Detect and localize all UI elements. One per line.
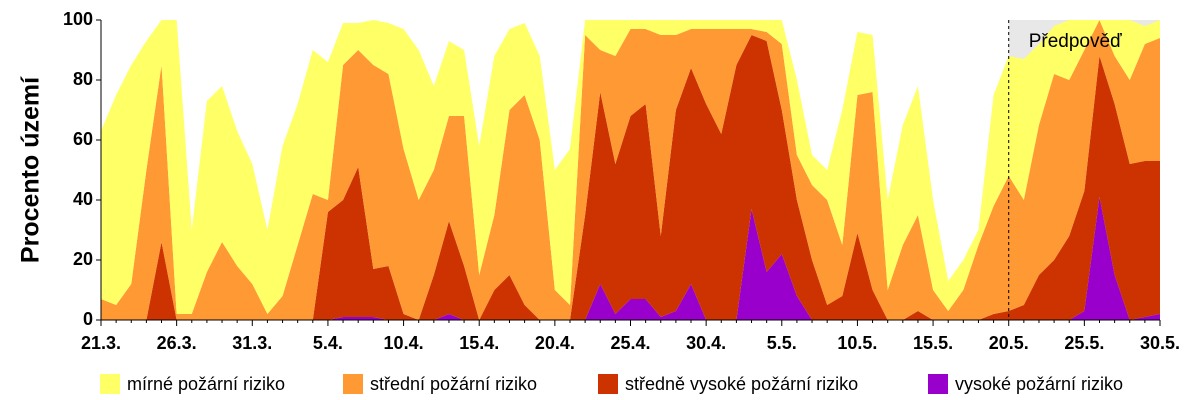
legend-label: střední požární riziko — [370, 374, 537, 394]
x-tick-label: 25.4. — [610, 333, 650, 353]
x-tick-label: 31.3. — [232, 333, 272, 353]
y-tick-label: 40 — [73, 189, 93, 209]
legend-swatch — [100, 374, 120, 394]
legend-item: střední požární riziko — [343, 374, 537, 394]
y-tick-label: 80 — [73, 69, 93, 89]
x-tick-label: 21.3. — [81, 333, 121, 353]
y-tick-label: 60 — [73, 129, 93, 149]
y-axis-label: Procento území — [17, 76, 45, 263]
x-tick-label: 5.4. — [313, 333, 343, 353]
legend-item: středně vysoké požární riziko — [598, 374, 858, 394]
y-tick-label: 20 — [73, 249, 93, 269]
area — [101, 20, 1160, 320]
legend-label: středně vysoké požární riziko — [625, 374, 858, 394]
area — [101, 20, 1160, 314]
y-tick-label: 0 — [83, 309, 93, 329]
legend-swatch — [598, 374, 618, 394]
y-tick-label: 100 — [63, 9, 93, 29]
x-tick-label: 10.5. — [837, 333, 877, 353]
legend-swatch — [343, 374, 363, 394]
x-tick-label: 20.4. — [535, 333, 575, 353]
legend-swatch — [928, 374, 948, 394]
x-tick-label: 10.4. — [384, 333, 424, 353]
legend-label: mírné požární riziko — [127, 374, 285, 394]
x-tick-label: 26.3. — [157, 333, 197, 353]
legend-label: vysoké požární riziko — [955, 374, 1123, 394]
x-tick-label: 30.4. — [686, 333, 726, 353]
area — [101, 35, 1160, 320]
x-tick-label: 15.4. — [459, 333, 499, 353]
x-tick-label: 30.5. — [1140, 333, 1180, 353]
x-tick-label: 25.5. — [1064, 333, 1104, 353]
x-tick-label: 20.5. — [989, 333, 1029, 353]
legend-item: vysoké požární riziko — [928, 374, 1123, 394]
x-tick-label: 15.5. — [913, 333, 953, 353]
x-tick-label: 5.5. — [767, 333, 797, 353]
legend-item: mírné požární riziko — [100, 374, 285, 394]
annotation: Předpověď — [1029, 31, 1122, 52]
